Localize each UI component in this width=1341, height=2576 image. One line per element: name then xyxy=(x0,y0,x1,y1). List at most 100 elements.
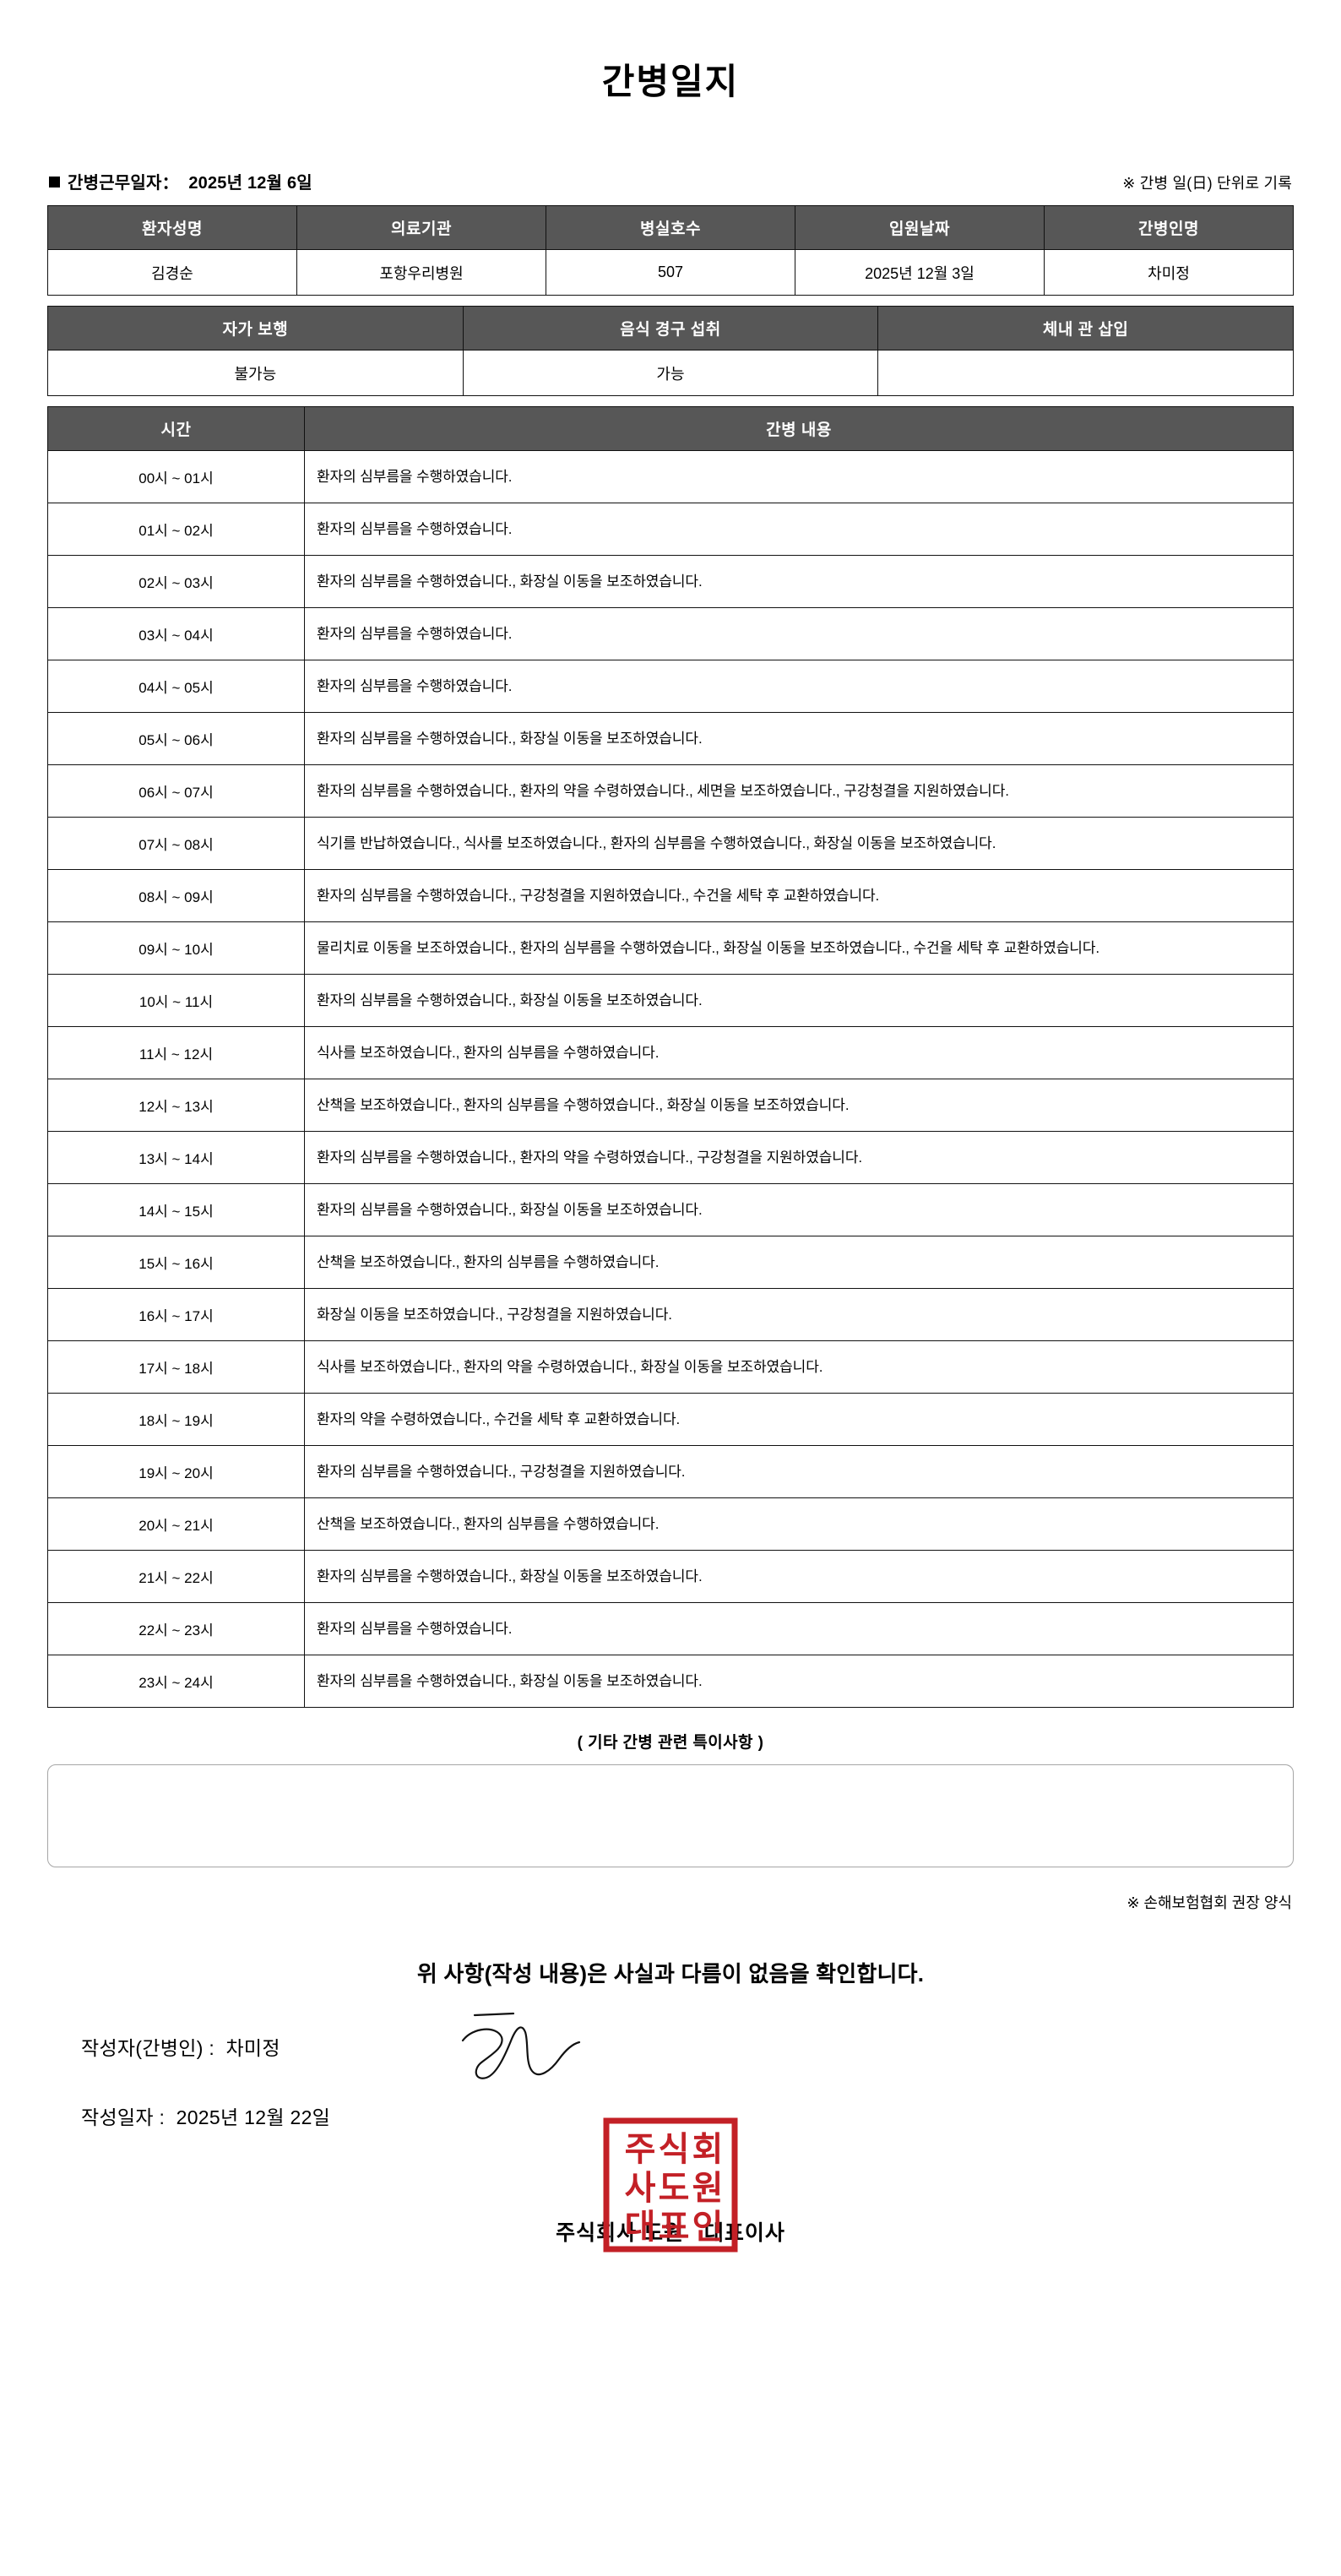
table-row: 17시 ~ 18시 식사를 보조하였습니다., 환자의 약을 수령하였습니다., … xyxy=(47,1340,1294,1394)
condition-table: 자가 보행 음식 경구 섭취 체내 관 삽입 불가능 가능 xyxy=(47,306,1294,397)
hourly-content-cell: 산책을 보조하였습니다., 환자의 심부름을 수행하였습니다., 화장실 이동을… xyxy=(304,1079,1294,1133)
hourly-time-cell: 00시 ~ 01시 xyxy=(47,450,305,504)
work-date-label: 간병근무일자 xyxy=(68,174,162,193)
hourly-time-cell: 21시 ~ 22시 xyxy=(47,1550,305,1604)
special-notes-box[interactable] xyxy=(47,1764,1294,1868)
bullet-square-icon xyxy=(49,177,60,188)
table-row: 김경순 포항우리병원 507 2025년 12월 3일 차미정 xyxy=(47,249,1294,296)
hourly-time-cell: 05시 ~ 06시 xyxy=(47,712,305,766)
svg-text:사: 사 xyxy=(625,2170,656,2207)
svg-text:식: 식 xyxy=(659,2131,690,2168)
patient-header-cell: 의료기관 xyxy=(296,205,546,251)
work-date-separator: ： xyxy=(161,174,179,193)
handwritten-signature xyxy=(461,2013,581,2080)
condition-header-cell: 체내 관 삽입 xyxy=(877,306,1294,351)
hourly-time-cell: 04시 ~ 05시 xyxy=(47,660,305,714)
hourly-content-cell: 환자의 심부름을 수행하였습니다., 화장실 이동을 보조하였습니다. xyxy=(304,1655,1294,1709)
table-row: 12시 ~ 13시 산책을 보조하였습니다., 환자의 심부름을 수행하였습니다.… xyxy=(47,1079,1294,1133)
document-page: 간병일지 간병근무일자： 2025년 12월 6일 ※ 간병 일(日) 단위로 … xyxy=(47,62,1294,2326)
svg-text:원: 원 xyxy=(692,2170,724,2207)
hourly-content-cell: 물리치료 이동을 보조하였습니다., 환자의 심부름을 수행하였습니다., 화장… xyxy=(304,921,1294,976)
patient-header-cell: 간병인명 xyxy=(1044,205,1294,251)
table-row: 불가능 가능 xyxy=(47,350,1294,397)
table-row: 14시 ~ 15시 환자의 심부름을 수행하였습니다., 화장실 이동을 보조하였… xyxy=(47,1183,1294,1237)
patient-header-cell: 입원날짜 xyxy=(795,205,1045,251)
hourly-header-time: 시간 xyxy=(47,406,305,452)
table-row: 16시 ~ 17시 화장실 이동을 보조하였습니다., 구강청결을 지원하였습니다… xyxy=(47,1288,1294,1342)
hourly-time-cell: 12시 ~ 13시 xyxy=(47,1079,305,1133)
condition-header-cell: 자가 보행 xyxy=(47,306,464,351)
svg-text:주: 주 xyxy=(625,2131,656,2168)
table-row: 06시 ~ 07시 환자의 심부름을 수행하였습니다., 환자의 약을 수령하였습… xyxy=(47,764,1294,818)
hourly-header-content: 간병 내용 xyxy=(304,406,1294,452)
hourly-time-cell: 17시 ~ 18시 xyxy=(47,1340,305,1394)
hourly-care-table: 시간 간병 내용 00시 ~ 01시 환자의 심부름을 수행하였습니다. 01시 ~… xyxy=(47,406,1294,1709)
write-date-line: 작성일자 : 2025년 12월 22일 xyxy=(81,2101,1294,2144)
hourly-time-cell: 14시 ~ 15시 xyxy=(47,1183,305,1237)
hourly-time-cell: 19시 ~ 20시 xyxy=(47,1445,305,1499)
table-row: 03시 ~ 04시 환자의 심부름을 수행하였습니다. xyxy=(47,607,1294,661)
page-title: 간병일지 xyxy=(601,62,740,101)
work-date-line: 간병근무일자： 2025년 12월 6일 xyxy=(49,169,312,193)
hourly-time-cell: 11시 ~ 12시 xyxy=(47,1026,305,1080)
hourly-content-cell: 환자의 심부름을 수행하였습니다. xyxy=(304,1602,1294,1656)
hourly-content-cell: 환자의 약을 수령하였습니다., 수건을 세탁 후 교환하였습니다. xyxy=(304,1393,1294,1447)
hourly-content-cell: 환자의 심부름을 수행하였습니다., 화장실 이동을 보조하였습니다. xyxy=(304,1183,1294,1237)
patient-value-cell: 2025년 12월 3일 xyxy=(795,249,1045,296)
company-signature-name: 주식회사 도원 대표이사 xyxy=(556,2221,785,2246)
hourly-content-cell: 환자의 심부름을 수행하였습니다. xyxy=(304,450,1294,504)
hourly-time-cell: 10시 ~ 11시 xyxy=(47,974,305,1028)
table-row: 08시 ~ 09시 환자의 심부름을 수행하였습니다., 구강청결을 지원하였습니… xyxy=(47,869,1294,923)
hourly-content-cell: 산책을 보조하였습니다., 환자의 심부름을 수행하였습니다. xyxy=(304,1497,1294,1552)
table-row: 00시 ~ 01시 환자의 심부름을 수행하였습니다. xyxy=(47,450,1294,504)
condition-value-cell: 불가능 xyxy=(47,350,464,397)
table-row: 21시 ~ 22시 환자의 심부름을 수행하였습니다., 화장실 이동을 보조하였… xyxy=(47,1550,1294,1604)
patient-header-cell: 환자성명 xyxy=(47,205,297,251)
patient-value-cell: 포항우리병원 xyxy=(296,249,546,296)
author-value: 차미정 xyxy=(225,2037,280,2060)
svg-text:도: 도 xyxy=(659,2170,690,2207)
hourly-content-cell: 식사를 보조하였습니다., 환자의 약을 수령하였습니다., 화장실 이동을 보… xyxy=(304,1340,1294,1394)
table-row: 19시 ~ 20시 환자의 심부름을 수행하였습니다., 구강청결을 지원하였습니… xyxy=(47,1445,1294,1499)
table-row: 05시 ~ 06시 환자의 심부름을 수행하였습니다., 화장실 이동을 보조하였… xyxy=(47,712,1294,766)
svg-text:대: 대 xyxy=(625,2209,656,2246)
table-row: 01시 ~ 02시 환자의 심부름을 수행하였습니다. xyxy=(47,503,1294,557)
hourly-time-cell: 09시 ~ 10시 xyxy=(47,921,305,976)
hourly-time-cell: 20시 ~ 21시 xyxy=(47,1497,305,1552)
hourly-time-cell: 13시 ~ 14시 xyxy=(47,1131,305,1185)
author-line: 작성자(간병인) : 차미정 xyxy=(81,2013,1294,2080)
patient-header-cell: 병실호수 xyxy=(546,205,795,251)
hourly-content-cell: 식사를 보조하였습니다., 환자의 심부름을 수행하였습니다. xyxy=(304,1026,1294,1080)
table-row: 11시 ~ 12시 식사를 보조하였습니다., 환자의 심부름을 수행하였습니다. xyxy=(47,1026,1294,1080)
unit-note: ※ 간병 일(日) 단위로 기록 xyxy=(1122,175,1292,193)
svg-text:표: 표 xyxy=(659,2209,690,2246)
hourly-time-cell: 07시 ~ 08시 xyxy=(47,817,305,871)
hourly-content-cell: 화장실 이동을 보조하였습니다., 구강청결을 지원하였습니다. xyxy=(304,1288,1294,1342)
hourly-content-cell: 환자의 심부름을 수행하였습니다., 화장실 이동을 보조하였습니다. xyxy=(304,712,1294,766)
patient-value-cell: 507 xyxy=(546,249,795,296)
table-row: 10시 ~ 11시 환자의 심부름을 수행하였습니다., 화장실 이동을 보조하였… xyxy=(47,974,1294,1028)
hourly-time-cell: 23시 ~ 24시 xyxy=(47,1655,305,1709)
hourly-content-cell: 환자의 심부름을 수행하였습니다. xyxy=(304,660,1294,714)
hourly-time-cell: 18시 ~ 19시 xyxy=(47,1393,305,1447)
table-row: 22시 ~ 23시 환자의 심부름을 수행하였습니다. xyxy=(47,1602,1294,1656)
form-source-note: ※ 손해보험협회 권장 양식 xyxy=(1127,1894,1292,1912)
write-date-label: 작성일자 : xyxy=(81,2106,166,2129)
hourly-content-cell: 식기를 반납하였습니다., 식사를 보조하였습니다., 환자의 심부름을 수행하… xyxy=(304,817,1294,871)
patient-value-cell: 차미정 xyxy=(1044,249,1294,296)
hourly-content-cell: 환자의 심부름을 수행하였습니다. xyxy=(304,503,1294,557)
table-row: 23시 ~ 24시 환자의 심부름을 수행하였습니다., 화장실 이동을 보조하였… xyxy=(47,1655,1294,1709)
table-row: 15시 ~ 16시 산책을 보조하였습니다., 환자의 심부름을 수행하였습니다. xyxy=(47,1236,1294,1290)
work-date-value: 2025년 12월 6일 xyxy=(188,174,312,193)
table-row: 18시 ~ 19시 환자의 약을 수령하였습니다., 수건을 세탁 후 교환하였습… xyxy=(47,1393,1294,1447)
notes-caption: ( 기타 간병 관련 특이사항 ) xyxy=(577,1734,764,1753)
patient-info-table: 환자성명 의료기관 병실호수 입원날짜 간병인명 김경순 포항우리병원 507 … xyxy=(47,205,1294,296)
table-row: 02시 ~ 03시 환자의 심부름을 수행하였습니다., 화장실 이동을 보조하였… xyxy=(47,555,1294,609)
meta-row: 간병근무일자： 2025년 12월 6일 ※ 간병 일(日) 단위로 기록 xyxy=(47,169,1294,193)
hourly-content-cell: 환자의 심부름을 수행하였습니다., 구강청결을 지원하였습니다. xyxy=(304,1445,1294,1499)
condition-value-cell: 가능 xyxy=(462,350,879,397)
hourly-content-cell: 산책을 보조하였습니다., 환자의 심부름을 수행하였습니다. xyxy=(304,1236,1294,1290)
table-row: 13시 ~ 14시 환자의 심부름을 수행하였습니다., 환자의 약을 수령하였습… xyxy=(47,1131,1294,1185)
